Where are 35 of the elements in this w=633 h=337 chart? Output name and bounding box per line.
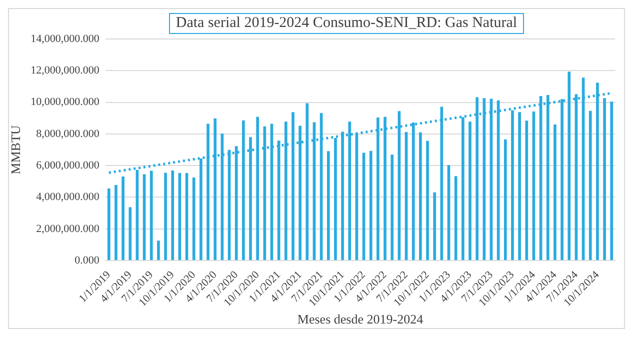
y-axis-title: MMBTU <box>8 124 24 174</box>
bar <box>419 132 422 260</box>
bar <box>554 124 556 260</box>
y-tick-label: 6,000,000.000 <box>36 159 100 172</box>
y-tick-label: 4,000,000.000 <box>36 191 100 204</box>
bar <box>150 170 153 260</box>
y-tick-label: 2,000,000.000 <box>36 222 100 235</box>
y-tick-label: 14,000,000.000 <box>30 32 100 45</box>
bar <box>122 176 124 260</box>
bar <box>433 192 436 260</box>
bar <box>504 139 507 260</box>
bar <box>171 170 174 260</box>
y-tick-label: 10,000,000.000 <box>30 96 100 108</box>
bar <box>588 110 592 260</box>
y-tick-label: 8,000,000.000 <box>36 128 100 140</box>
bar <box>426 140 429 260</box>
bar <box>114 185 118 260</box>
bar <box>157 240 160 260</box>
bar <box>603 98 606 260</box>
bar <box>369 150 372 260</box>
x-axis-title: Meses desde 2019-2024 <box>297 312 424 327</box>
bar <box>468 122 472 260</box>
bar <box>518 112 521 260</box>
bar <box>610 102 614 260</box>
bar <box>107 188 110 260</box>
bar <box>525 120 528 260</box>
bar <box>192 177 196 260</box>
bar <box>164 172 167 260</box>
y-tick-label: 0.000 <box>74 254 100 266</box>
bar <box>390 154 394 260</box>
y-tick-label: 12,000,000.000 <box>30 64 100 77</box>
bar <box>128 207 132 260</box>
chart-title: Data serial 2019-2024 Consumo-SENI_RD: Gas Natural <box>168 13 524 34</box>
bar <box>326 151 330 260</box>
bar <box>454 176 458 260</box>
